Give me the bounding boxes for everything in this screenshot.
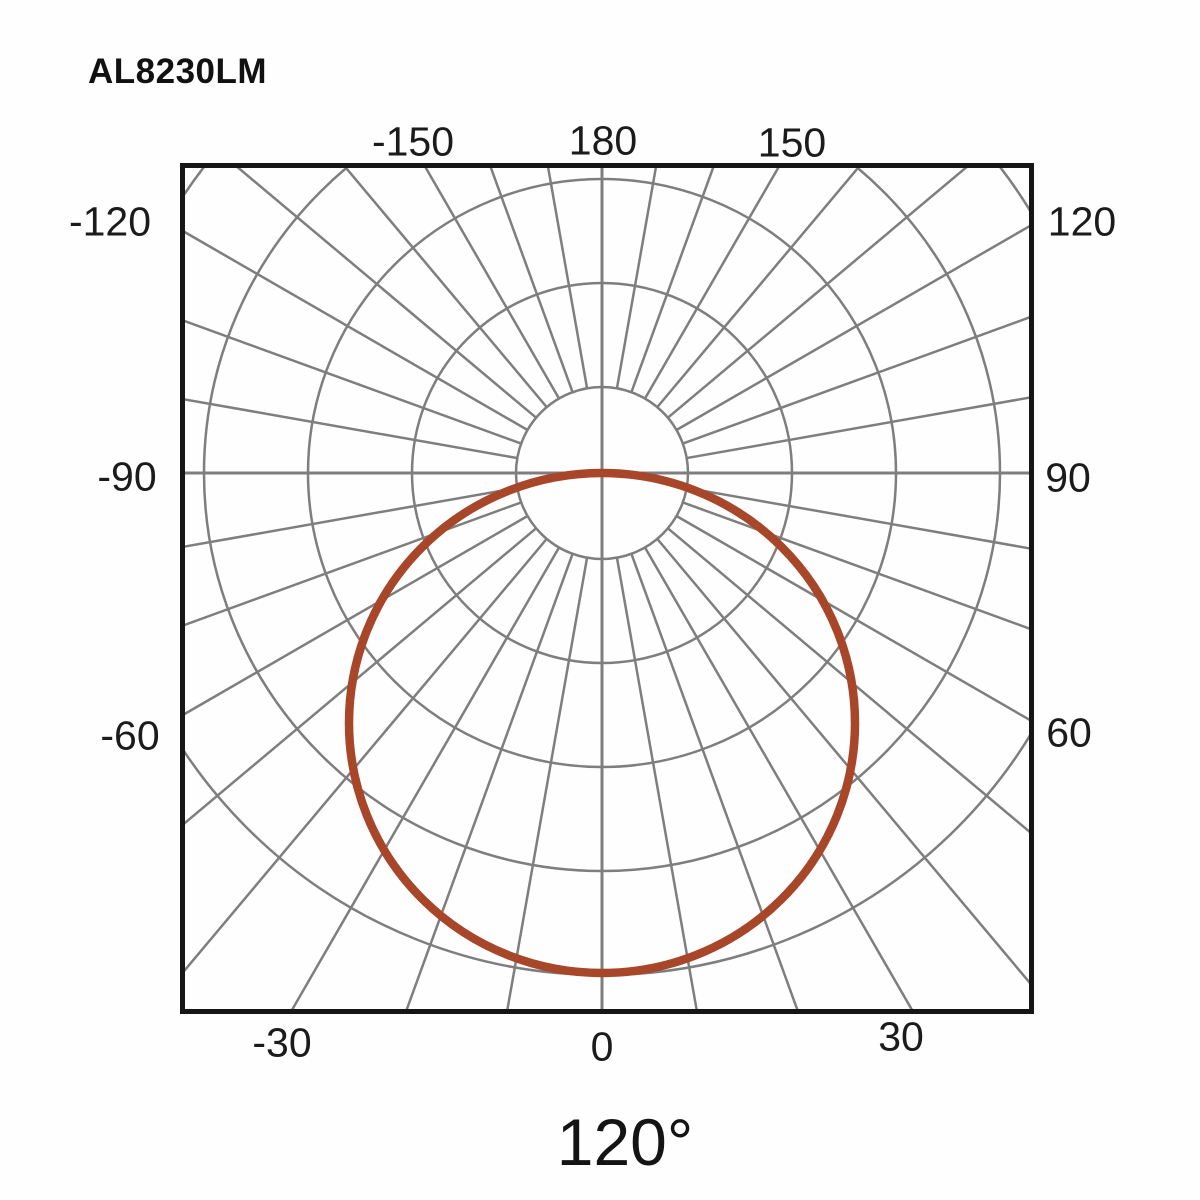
angle-label-top-180: 180 [568,117,638,164]
angle-label-right-60: 60 [1046,709,1092,756]
product-model-title: AL8230LM [88,52,268,91]
intensity-distribution-curve [344,468,860,978]
angle-label-left-neg90: -90 [97,453,157,500]
beam-angle-label: 120° [556,1105,694,1179]
angle-label-top-150: 150 [757,119,827,166]
angle-label-bottom-30: 30 [878,1013,924,1060]
angle-label-bottom-neg30: -30 [252,1019,312,1066]
angle-label-bottom-0: 0 [590,1023,614,1070]
angle-label-left-neg60: -60 [100,712,160,759]
angle-label-right-90: 90 [1045,454,1091,501]
angle-label-left-neg120: -120 [68,198,152,245]
plot-border [180,163,1034,1014]
angle-label-right-120: 120 [1047,198,1117,245]
angle-label-top-neg150: -150 [371,118,455,165]
